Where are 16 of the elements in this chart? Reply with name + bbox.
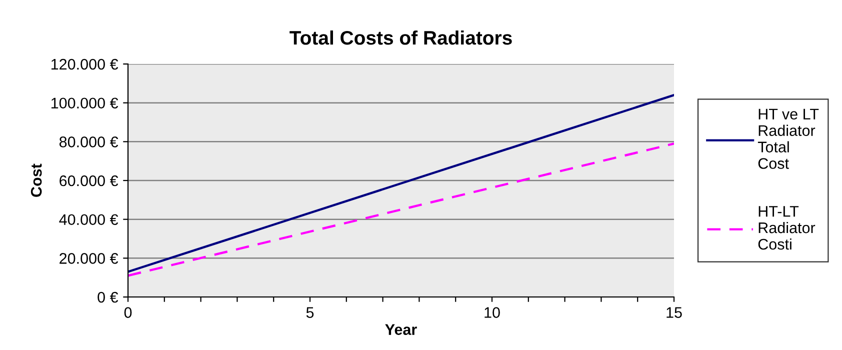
x-tick-label: 0 — [124, 307, 132, 318]
y-tick-label: 0 € — [98, 292, 118, 303]
legend-label: HT-LT Radiator Costi — [758, 206, 816, 250]
x-tick-label: 10 — [484, 307, 500, 318]
y-tick-label: 60.000 € — [60, 175, 118, 186]
legend-label: HT ve LT Radiator Total Cost — [758, 108, 819, 169]
y-tick-label: 100.000 € — [51, 98, 118, 109]
y-tick-label: 80.000 € — [59, 136, 118, 148]
chart-title: Total Costs of Radiators — [290, 30, 512, 45]
y-tick-label: 40.000 € — [59, 214, 118, 226]
y-tick-label: 20.000 € — [60, 253, 118, 264]
x-axis-title: Year — [385, 324, 417, 335]
y-tick-label: 120.000 € — [51, 58, 118, 70]
x-tick-label: 15 — [666, 307, 682, 318]
y-axis-title: Cost — [30, 164, 42, 197]
x-tick-label: 5 — [306, 307, 314, 318]
